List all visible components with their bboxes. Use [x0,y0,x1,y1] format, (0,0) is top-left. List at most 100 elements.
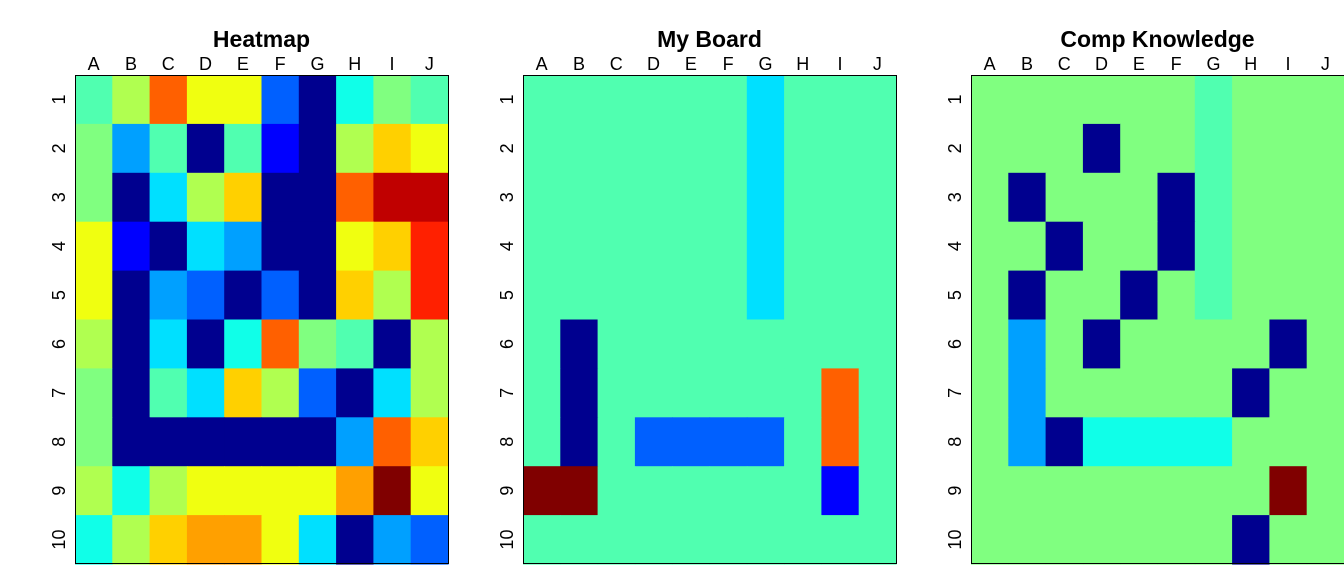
cell-J9 [1306,466,1344,516]
cell-E8 [672,417,711,467]
cell-E8 [1120,417,1159,467]
cell-G6 [746,319,785,369]
row-tick-label: 7 [49,388,69,398]
cell-E6 [1120,319,1159,369]
cell-C9 [1045,466,1084,516]
cell-J9 [410,466,449,516]
cell-G7 [298,368,337,418]
cell-C6 [1045,319,1084,369]
column-tick-label: A [984,54,996,74]
cell-F7 [261,368,300,418]
column-tick-label: G [1206,54,1220,74]
cell-grid [971,75,1344,565]
cell-C6 [597,319,636,369]
column-tick-label: G [310,54,324,74]
cell-C1 [1045,75,1084,125]
cell-D9 [1082,466,1121,516]
cell-A1 [971,75,1009,125]
cell-B4 [112,221,151,272]
cell-F2 [261,123,300,174]
cell-H1 [784,75,822,125]
cell-G2 [1194,123,1233,174]
row-tick-label: 6 [49,339,69,349]
cell-G1 [746,75,785,125]
cell-H3 [336,172,374,223]
cell-G8 [1194,417,1233,467]
cell-A5 [75,270,113,321]
cell-E7 [672,368,711,418]
panel-title: My Board [657,26,762,52]
cell-G2 [298,123,337,174]
column-tick-label: E [237,54,249,74]
cell-E1 [224,75,263,125]
cell-E5 [1120,270,1159,321]
column-tick-label: D [1095,54,1108,74]
cell-H4 [784,221,822,272]
row-tick-label: 1 [945,94,965,104]
cell-A2 [971,123,1009,174]
panel-heatmap: Heatmap A B C D E F G H I J 1 2 3 4 5 6 7 8 9 10 [49,26,449,565]
cell-J10 [858,515,897,565]
cell-A1 [523,75,561,125]
column-tick-label: J [1321,54,1330,74]
cell-I9 [821,466,860,516]
cell-I10 [1269,515,1308,565]
cell-H2 [336,123,374,174]
row-tick-labels: 1 2 3 4 5 6 7 8 9 10 [497,94,517,549]
cell-B6 [560,319,599,369]
row-tick-label: 10 [945,530,965,550]
cell-E5 [224,270,263,321]
cell-H2 [784,123,822,174]
cell-F9 [1157,466,1196,516]
cell-D5 [634,270,673,321]
cell-J9 [858,466,897,516]
cell-E5 [672,270,711,321]
cell-J1 [410,75,449,125]
cell-C5 [597,270,636,321]
cell-B5 [112,270,151,321]
cell-H9 [784,466,822,516]
cell-F1 [1157,75,1196,125]
cell-J3 [1306,172,1344,223]
cell-C9 [149,466,188,516]
cell-B1 [560,75,599,125]
cell-E8 [224,417,263,467]
panel-my-board: My Board A B C D E F G H I J 1 2 3 4 5 6 7 8 9 10 [497,26,897,565]
cell-B7 [560,368,599,418]
cell-G1 [298,75,337,125]
panel-title: Heatmap [213,26,310,52]
cell-A2 [75,123,113,174]
cell-J6 [1306,319,1344,369]
cell-I7 [373,368,412,418]
cell-E7 [1120,368,1159,418]
cell-H4 [336,221,374,272]
cell-C2 [1045,123,1084,174]
cell-F10 [261,515,300,565]
cell-C3 [597,172,636,223]
cell-A9 [523,466,561,516]
cell-F2 [709,123,748,174]
row-tick-label: 5 [49,290,69,300]
column-tick-label: B [1021,54,1033,74]
cell-G6 [298,319,337,369]
cell-J4 [858,221,897,272]
cell-A10 [523,515,561,565]
cell-H6 [784,319,822,369]
cell-grid [523,75,897,565]
cell-J8 [410,417,449,467]
cell-B10 [112,515,151,565]
cell-D9 [186,466,225,516]
cell-E1 [1120,75,1159,125]
cell-C5 [149,270,188,321]
cell-F9 [261,466,300,516]
cell-F1 [261,75,300,125]
cell-A8 [75,417,113,467]
cell-B5 [560,270,599,321]
cell-F4 [261,221,300,272]
cell-E6 [224,319,263,369]
column-tick-label: J [425,54,434,74]
cell-G2 [746,123,785,174]
cell-A3 [523,172,561,223]
cell-D8 [1082,417,1121,467]
row-tick-label: 9 [497,486,517,496]
